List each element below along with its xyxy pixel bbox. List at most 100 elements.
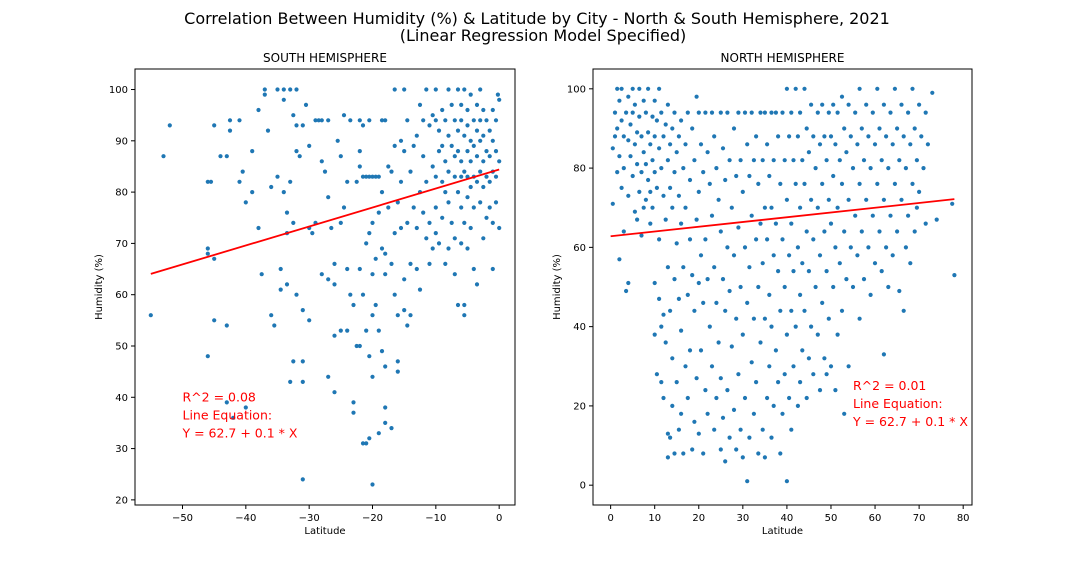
data-point bbox=[914, 205, 920, 210]
data-point bbox=[791, 158, 796, 163]
data-point bbox=[676, 296, 682, 301]
data-point bbox=[481, 159, 486, 164]
data-point bbox=[652, 98, 657, 103]
data-point bbox=[670, 205, 675, 210]
data-point bbox=[367, 436, 372, 441]
data-point bbox=[886, 166, 891, 171]
data-point bbox=[681, 451, 686, 456]
data-point bbox=[720, 415, 726, 420]
data-point bbox=[784, 86, 790, 91]
y-tick-label: 30 bbox=[115, 444, 128, 455]
data-point bbox=[405, 118, 410, 123]
data-point bbox=[665, 455, 671, 460]
data-point bbox=[262, 92, 267, 97]
data-point bbox=[676, 427, 682, 432]
south-annotation-line: Line Equation: bbox=[183, 407, 273, 422]
data-point bbox=[881, 197, 887, 202]
data-point bbox=[329, 225, 334, 231]
x-tick-label: 0 bbox=[607, 513, 613, 524]
data-point bbox=[698, 348, 704, 353]
data-point bbox=[773, 221, 779, 226]
data-point bbox=[769, 110, 774, 115]
data-point bbox=[875, 181, 880, 186]
data-point bbox=[736, 372, 741, 377]
data-point bbox=[478, 118, 483, 123]
data-point bbox=[497, 97, 502, 102]
data-point bbox=[408, 169, 413, 174]
data-point bbox=[360, 174, 366, 179]
data-point bbox=[212, 318, 217, 323]
data-point bbox=[402, 87, 407, 92]
data-point bbox=[395, 313, 400, 318]
data-point bbox=[705, 277, 710, 282]
data-point bbox=[619, 118, 624, 123]
data-point bbox=[844, 150, 849, 155]
data-point bbox=[478, 138, 483, 143]
data-point bbox=[795, 245, 801, 250]
x-tick-label: 30 bbox=[736, 513, 749, 524]
data-point bbox=[866, 134, 871, 139]
data-point bbox=[798, 380, 803, 385]
x-tick-label: 20 bbox=[692, 513, 705, 524]
y-tick-label: 0 bbox=[580, 481, 586, 492]
data-point bbox=[787, 395, 792, 401]
data-point bbox=[857, 181, 862, 186]
data-point bbox=[789, 308, 794, 313]
data-point bbox=[650, 158, 655, 163]
data-point bbox=[872, 261, 878, 266]
north-regression-line bbox=[610, 198, 955, 238]
data-point bbox=[690, 126, 695, 131]
data-point bbox=[468, 159, 473, 164]
data-point bbox=[303, 102, 309, 107]
y-tick-label: 80 bbox=[573, 164, 586, 175]
data-point bbox=[681, 265, 686, 270]
data-point bbox=[817, 253, 823, 258]
x-tick-label: −30 bbox=[299, 513, 320, 524]
data-point bbox=[300, 477, 305, 482]
data-point bbox=[639, 170, 644, 175]
data-point bbox=[712, 265, 717, 270]
data-point bbox=[679, 221, 684, 226]
data-point bbox=[212, 123, 217, 128]
data-point bbox=[478, 200, 483, 205]
data-point bbox=[725, 245, 730, 250]
data-point bbox=[769, 205, 774, 210]
data-point bbox=[826, 316, 831, 321]
data-point bbox=[395, 200, 400, 205]
data-point bbox=[341, 205, 347, 210]
data-point bbox=[269, 184, 274, 190]
data-point bbox=[908, 142, 913, 147]
data-point bbox=[650, 114, 655, 119]
data-point bbox=[899, 197, 904, 202]
data-point bbox=[313, 118, 318, 123]
data-point bbox=[806, 269, 812, 274]
data-point bbox=[791, 364, 796, 369]
data-point bbox=[782, 372, 787, 377]
data-point bbox=[459, 118, 464, 123]
data-point bbox=[490, 220, 495, 225]
data-point bbox=[800, 348, 805, 353]
data-point bbox=[411, 205, 416, 210]
data-point bbox=[762, 110, 768, 115]
data-point bbox=[408, 313, 413, 318]
data-point bbox=[765, 142, 770, 147]
data-point bbox=[672, 170, 677, 175]
data-point bbox=[455, 302, 461, 308]
data-point bbox=[685, 110, 690, 115]
north-hemisphere-panel: NORTH HEMISPHERE 0 10 20 30 40 50 60 70 80 0 20 40 60… bbox=[552, 51, 973, 537]
data-point bbox=[839, 94, 845, 99]
data-point bbox=[243, 405, 248, 410]
data-point bbox=[906, 110, 911, 115]
data-point bbox=[742, 245, 748, 250]
data-point bbox=[351, 302, 356, 308]
data-point bbox=[443, 190, 448, 195]
data-point bbox=[861, 158, 867, 163]
data-point bbox=[694, 94, 699, 99]
data-point bbox=[698, 142, 704, 147]
data-point bbox=[462, 169, 467, 174]
data-point bbox=[430, 246, 435, 251]
data-point bbox=[740, 189, 745, 194]
data-point bbox=[326, 277, 331, 282]
data-point bbox=[850, 284, 856, 290]
data-point bbox=[294, 87, 299, 92]
